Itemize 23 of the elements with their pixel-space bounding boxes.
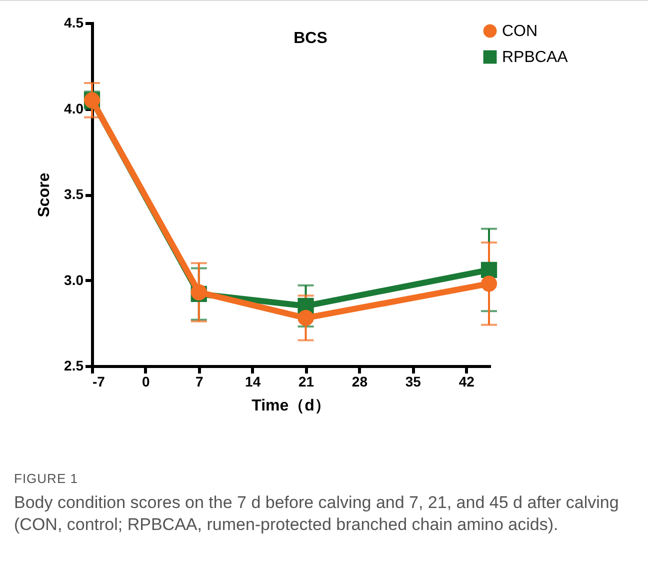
y-tick-label: 2.5 (64, 358, 84, 374)
x-tick-label: 14 (245, 374, 261, 390)
point (298, 310, 314, 326)
x-tick-label: 28 (352, 374, 368, 390)
y-axis-title: Score (36, 172, 54, 218)
y-tick-label: 3.0 (64, 272, 84, 288)
x-axis-title: Time（d） (252, 398, 330, 414)
x-tick-label: 0 (142, 374, 150, 390)
x-tick-label: 21 (298, 374, 314, 390)
point (480, 262, 498, 278)
y-tick-label: 4.5 (64, 14, 84, 30)
x-tick-label: 35 (405, 374, 422, 390)
point (480, 276, 498, 292)
x-tick-label: 42 (458, 374, 475, 390)
x-tick-label: -7 (92, 374, 106, 390)
text: Body condition scores on the 7 d before calving and 7, 21, and 45 d after calving (CON, control; RPBCAA, rumen-protected branched chain amino acids). (14, 492, 620, 536)
y-tick-label: 4.0 (64, 100, 84, 116)
x-tick-label: 7 (195, 374, 204, 390)
caption: FIGURE 1 (14, 471, 79, 486)
legend-label: RPBCAA (502, 49, 568, 66)
y-tick-label: 3.5 (64, 186, 84, 202)
chart-title: BCS (294, 30, 328, 47)
legend-label: CON (502, 23, 538, 40)
